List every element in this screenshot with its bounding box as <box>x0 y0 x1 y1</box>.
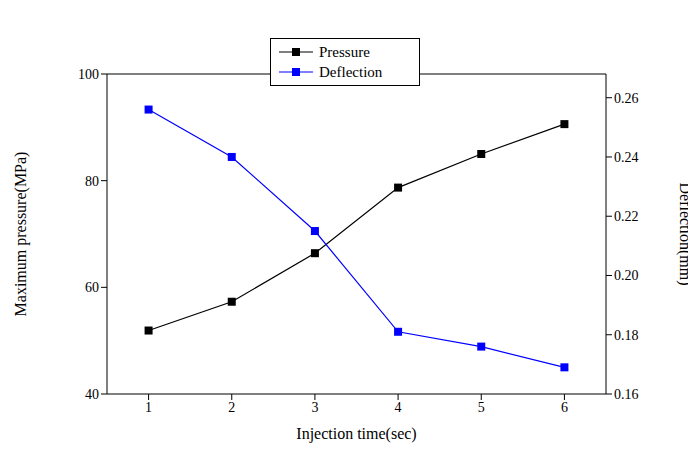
svg-text:6: 6 <box>561 400 568 415</box>
svg-text:60: 60 <box>85 280 99 295</box>
svg-text:0.18: 0.18 <box>614 328 639 343</box>
svg-text:3: 3 <box>311 400 318 415</box>
svg-text:0.20: 0.20 <box>614 268 639 283</box>
svg-text:0.16: 0.16 <box>614 387 639 402</box>
svg-text:4: 4 <box>395 400 402 415</box>
svg-text:Maximum pressure(MPa): Maximum pressure(MPa) <box>12 152 30 317</box>
svg-text:0.24: 0.24 <box>614 150 639 165</box>
svg-text:5: 5 <box>478 400 485 415</box>
svg-text:40: 40 <box>85 387 99 402</box>
svg-text:0.26: 0.26 <box>614 91 639 106</box>
html-text:Pressure: Pressure <box>319 43 370 60</box>
svg-text:2: 2 <box>228 400 235 415</box>
svg-text:Injection time(sec): Injection time(sec) <box>296 425 416 443</box>
svg-text:1: 1 <box>145 400 152 415</box>
svg-text:0.22: 0.22 <box>614 209 639 224</box>
svg-text:80: 80 <box>85 174 99 189</box>
svg-text:Deflection(mm): Deflection(mm) <box>676 182 688 285</box>
svg-text:100: 100 <box>78 67 99 82</box>
html-text:Deflection: Deflection <box>319 63 383 80</box>
